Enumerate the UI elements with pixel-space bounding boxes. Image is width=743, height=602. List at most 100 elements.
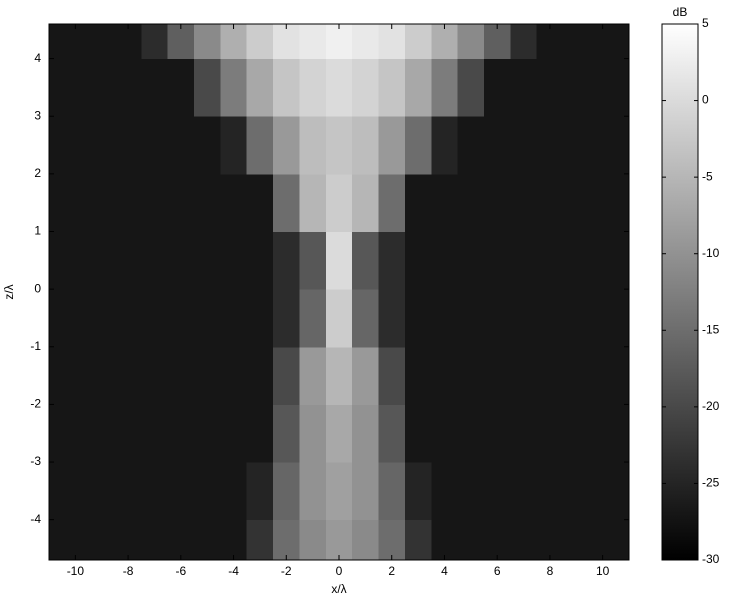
heatmap-cell [431,519,459,560]
heatmap-cell [484,58,511,117]
heatmap-cell [352,24,380,60]
colorbar-tick-label: -5 [702,169,713,183]
heatmap-cell [49,462,63,521]
heatmap-cell [114,116,142,175]
heatmap-cell [167,404,195,463]
heatmap-cell [246,173,274,232]
colorbar-tick-label: -15 [702,322,720,336]
colorbar [661,23,699,561]
y-tick-label: 0 [34,281,41,295]
heatmap-cell [563,24,590,60]
heatmap-cell [457,173,485,232]
heatmap-cell [194,346,221,405]
heatmap-cell [167,116,195,175]
heatmap-cell [194,462,221,521]
heatmap-cell [167,519,195,560]
heatmap-cell [325,404,353,463]
heatmap-cell [589,462,617,521]
heatmap-cell [273,404,300,463]
heatmap-cell [62,346,90,405]
heatmap-cell [431,58,459,117]
heatmap-cell [431,231,459,290]
x-tick-label: 6 [494,564,501,578]
heatmap-cell [352,289,380,348]
heatmap-cell [114,404,142,463]
heatmap-cell [49,346,63,405]
heatmap-cell [536,116,564,175]
heatmap-cell [325,519,353,560]
heatmap-cell [273,58,300,117]
heatmap-cell [615,116,629,175]
heatmap-cell [431,116,459,175]
heatmap-cell [273,116,300,175]
heatmap-cell [141,24,169,60]
heatmap-cell [563,173,590,232]
heatmap-cell [484,231,511,290]
heatmap-cell [62,173,90,232]
heatmap-cell [378,24,406,60]
heatmap-cell [194,519,221,560]
heatmap-cell [431,24,459,60]
heatmap-cell [299,231,327,290]
heatmap-cell [220,289,248,348]
colorbar-tick-label: -30 [702,552,720,566]
heatmap-cell [589,289,617,348]
heatmap-cell [404,58,432,117]
heatmap-cell [141,231,169,290]
heatmap-cell [114,289,142,348]
heatmap-cell [273,231,300,290]
heatmap-cell [220,462,248,521]
heatmap-cell [457,462,485,521]
heatmap-cell [325,231,353,290]
y-tick-label: -1 [30,339,41,353]
heatmap-cell [404,24,432,60]
heatmap-cell [378,462,406,521]
heatmap-cell [194,24,221,60]
heatmap-cell [88,58,116,117]
heatmap-cell [352,519,380,560]
heatmap-cell [536,289,564,348]
heatmap-cell [299,116,327,175]
heatmap-cell [615,58,629,117]
colorbar-tick-label: 0 [702,93,709,107]
heatmap-cell [589,58,617,117]
heatmap-cell [88,231,116,290]
y-tick-label: 1 [34,224,41,238]
heatmap-cell [220,24,248,60]
heatmap-cell [49,519,63,560]
heatmap-cell [220,519,248,560]
heatmap-cell [246,404,274,463]
heatmap-cell [378,519,406,560]
heatmap-cell [536,519,564,560]
heatmap-cell [378,404,406,463]
heatmap-cell [141,346,169,405]
heatmap-cell [114,58,142,117]
heatmap-cell [88,346,116,405]
heatmap-cell [49,24,63,60]
heatmap-cell [431,289,459,348]
heatmap-cell [114,173,142,232]
heatmap-cell [167,173,195,232]
heatmap-cell [510,462,538,521]
heatmap-cell [404,519,432,560]
x-axis-label: x/λ [331,582,346,596]
heatmap-cell [62,116,90,175]
heatmap-cell [378,231,406,290]
heatmap-cell [536,24,564,60]
x-tick-label: -10 [67,564,85,578]
heatmap-cell [325,24,353,60]
heatmap-cell [404,231,432,290]
heatmap-cell [141,404,169,463]
heatmap-cell [536,346,564,405]
heatmap-cell [352,173,380,232]
heatmap-cell [563,116,590,175]
heatmap-cell [378,346,406,405]
heatmap-cell [325,116,353,175]
heatmap-cell [615,231,629,290]
heatmap-cell [589,173,617,232]
heatmap-cell [510,289,538,348]
heatmap-cell [378,116,406,175]
heatmap-cell [378,173,406,232]
heatmap-cell [510,24,538,60]
y-tick-label: 2 [34,166,41,180]
